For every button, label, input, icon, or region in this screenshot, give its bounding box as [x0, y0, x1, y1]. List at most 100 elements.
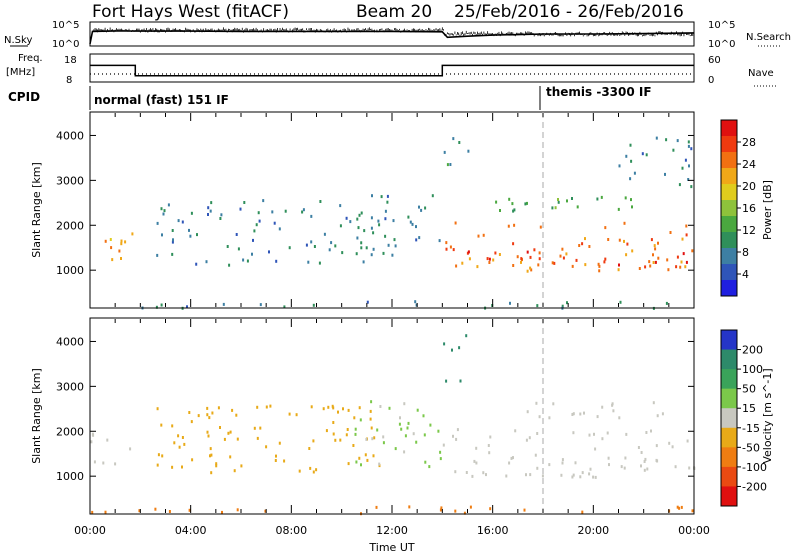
data-cell	[625, 432, 628, 436]
data-cell	[332, 421, 335, 424]
data-cell	[400, 427, 403, 431]
data-cell	[110, 246, 113, 250]
data-cell	[328, 248, 331, 252]
data-cell	[485, 473, 487, 477]
data-cell	[566, 199, 568, 203]
data-cell	[188, 228, 190, 232]
data-cell	[604, 226, 607, 230]
data-cell	[620, 465, 623, 469]
data-cell	[648, 260, 651, 264]
data-cell	[571, 197, 573, 200]
data-cell	[347, 408, 350, 412]
data-cell	[601, 405, 604, 409]
data-cell	[618, 238, 621, 242]
data-cell	[220, 213, 223, 217]
noise-series-group	[89, 27, 695, 45]
data-cell	[355, 460, 358, 464]
data-cell	[601, 437, 604, 441]
data-cell	[372, 454, 375, 458]
freq-tick-top: 18	[64, 55, 77, 66]
data-cell	[104, 510, 107, 514]
data-cell	[215, 462, 218, 466]
data-cell	[382, 441, 385, 445]
data-cell	[346, 428, 349, 431]
data-cell	[477, 234, 480, 238]
data-cell	[186, 305, 188, 309]
data-cell	[387, 243, 390, 247]
data-cell	[653, 244, 656, 248]
data-cell	[358, 406, 361, 410]
data-cell	[337, 410, 339, 414]
data-cell	[488, 261, 491, 264]
data-cell	[355, 252, 358, 256]
data-cell	[538, 415, 541, 419]
data-cell	[114, 462, 117, 466]
data-cell	[407, 215, 410, 219]
data-cell	[210, 201, 213, 205]
data-cell	[655, 444, 658, 448]
data-cell	[465, 334, 468, 338]
freq-series-line	[90, 64, 694, 77]
data-cell	[655, 136, 658, 140]
data-cell	[623, 466, 626, 470]
power-axes-group: 1000 2000 3000 4000	[56, 113, 695, 307]
power-colorbar-label: Power [dB]	[761, 180, 774, 240]
colorbar-swatch	[721, 168, 737, 185]
data-cell	[638, 267, 641, 270]
data-cell	[211, 411, 214, 415]
data-cell	[533, 248, 536, 252]
data-cell	[414, 300, 417, 304]
freq-panel-frame	[89, 53, 695, 83]
data-cell	[268, 250, 270, 254]
data-cell	[362, 260, 365, 264]
data-cell	[687, 144, 690, 148]
data-cell	[509, 301, 511, 305]
data-cell	[378, 462, 381, 466]
data-cell	[394, 244, 397, 248]
data-cell	[529, 255, 532, 259]
noise-tick-right-bottom: 10^0	[708, 39, 735, 50]
data-cell	[228, 263, 231, 267]
colorbar-swatch	[721, 280, 737, 297]
data-cell	[526, 201, 528, 205]
data-cell	[565, 252, 568, 256]
data-cell	[449, 245, 452, 249]
data-cell	[283, 305, 286, 309]
data-cell	[207, 434, 210, 438]
station-title: Fort Hays West (fitACF)	[92, 2, 289, 22]
data-cell	[597, 262, 600, 266]
data-cell	[375, 505, 378, 509]
data-cell	[177, 434, 180, 438]
data-cell	[445, 379, 448, 383]
data-cell	[131, 232, 134, 236]
data-cell	[617, 268, 620, 272]
data-cell	[685, 260, 688, 264]
data-cell	[442, 443, 445, 447]
data-cell	[334, 438, 337, 442]
data-cell	[274, 459, 277, 462]
data-cell	[235, 413, 238, 417]
velocity-axes-group: 1000 2000 3000 4000	[56, 319, 695, 513]
data-cell	[236, 508, 239, 512]
data-cell	[624, 456, 627, 460]
colorbar-swatch	[721, 120, 737, 137]
data-cell	[424, 206, 427, 210]
data-cell	[205, 260, 208, 264]
data-cell	[403, 402, 406, 406]
data-cell	[323, 232, 326, 236]
data-cell	[686, 439, 689, 443]
data-cell	[688, 164, 690, 168]
data-cell	[512, 456, 514, 460]
data-cell	[512, 242, 515, 246]
data-cell	[345, 216, 348, 220]
data-cell	[394, 447, 397, 451]
nave-label: Nave	[748, 68, 774, 79]
data-cell	[398, 422, 401, 426]
date-range: 25/Feb/2016 - 26/Feb/2016	[454, 2, 684, 22]
data-cell	[657, 256, 660, 260]
data-cell	[206, 406, 209, 410]
data-cell	[347, 462, 350, 466]
data-cell	[188, 411, 191, 414]
data-cell	[160, 207, 163, 211]
